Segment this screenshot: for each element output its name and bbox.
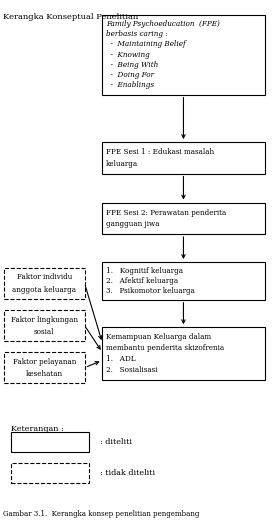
Text: 1.   Kognitif keluarga: 1. Kognitif keluarga	[106, 267, 183, 275]
FancyBboxPatch shape	[4, 310, 85, 341]
Text: -  Enablings: - Enablings	[106, 82, 154, 89]
Text: 3.   Psikomotor keluarga: 3. Psikomotor keluarga	[106, 287, 195, 295]
FancyBboxPatch shape	[102, 203, 265, 234]
Text: Faktor individu: Faktor individu	[17, 274, 72, 281]
Text: FPE Sesi 2: Perawatan penderita: FPE Sesi 2: Perawatan penderita	[106, 208, 226, 217]
FancyBboxPatch shape	[4, 268, 85, 299]
Text: : diteliti: : diteliti	[100, 438, 132, 447]
Text: sosial: sosial	[34, 328, 55, 336]
FancyBboxPatch shape	[102, 327, 265, 380]
Text: keluarga: keluarga	[106, 159, 138, 168]
FancyBboxPatch shape	[4, 352, 85, 383]
FancyBboxPatch shape	[102, 262, 265, 300]
Text: 2.   Sosialisasi: 2. Sosialisasi	[106, 366, 157, 374]
Text: FPE Sesi 1 : Edukasi masalah: FPE Sesi 1 : Edukasi masalah	[106, 148, 214, 156]
Text: 2.   Afektif keluarga: 2. Afektif keluarga	[106, 277, 178, 285]
Text: 1.   ADL: 1. ADL	[106, 355, 135, 363]
Text: -  Being With: - Being With	[106, 61, 158, 69]
Text: Gambar 3.1.  Kerangka konsep penelitian pengembang: Gambar 3.1. Kerangka konsep penelitian p…	[3, 510, 199, 518]
FancyBboxPatch shape	[11, 463, 89, 483]
Text: Kemampuan Keluarga dalam: Kemampuan Keluarga dalam	[106, 333, 211, 341]
Text: membantu penderita skizofrenia: membantu penderita skizofrenia	[106, 344, 224, 352]
Text: gangguan jiwa: gangguan jiwa	[106, 220, 159, 228]
Text: Kerangka Konseptual Penelitian: Kerangka Konseptual Penelitian	[3, 13, 138, 21]
Text: Faktor pelayanan: Faktor pelayanan	[13, 358, 76, 366]
Text: Faktor lingkungan: Faktor lingkungan	[11, 316, 78, 323]
FancyBboxPatch shape	[102, 142, 265, 174]
FancyBboxPatch shape	[102, 15, 265, 95]
Text: anggota keluarga: anggota keluarga	[12, 286, 76, 294]
Text: Family Psychoeducation  (FPE): Family Psychoeducation (FPE)	[106, 20, 219, 28]
Text: -  Maintaining Belief: - Maintaining Belief	[106, 41, 185, 48]
Text: : tidak diteliti: : tidak diteliti	[100, 469, 155, 477]
Text: kesehatan: kesehatan	[26, 370, 63, 378]
Text: berbasis caring :: berbasis caring :	[106, 31, 167, 38]
Text: Keterangan :: Keterangan :	[11, 424, 64, 433]
Text: -  Doing For: - Doing For	[106, 71, 154, 79]
FancyBboxPatch shape	[11, 432, 89, 452]
Text: -  Knowing: - Knowing	[106, 50, 149, 59]
